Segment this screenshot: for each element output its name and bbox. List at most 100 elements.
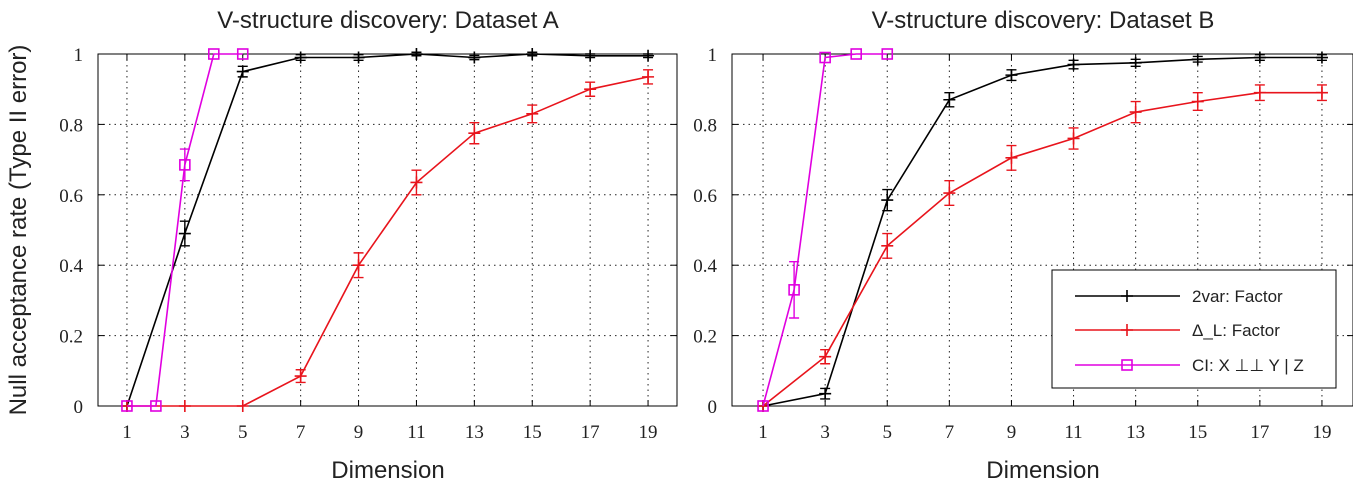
x-tick-label: 15: [1188, 422, 1207, 443]
data-point: [208, 48, 220, 60]
data-point: [881, 239, 894, 252]
y-tick-label: 1: [74, 45, 84, 66]
x-tick-label: 19: [1312, 422, 1331, 443]
error-bar: [789, 260, 800, 319]
x-tick-label: 17: [1250, 422, 1269, 443]
data-point: [410, 176, 423, 189]
data-point: [819, 387, 832, 400]
series-square: [121, 48, 249, 412]
x-tick-label: 11: [407, 422, 425, 443]
series-plus: [757, 51, 1328, 412]
data-point: [1005, 69, 1018, 82]
data-point: [236, 65, 249, 78]
y-tick-label: 0.6: [59, 186, 83, 207]
chart-panel-a: V-structure discovery: Dataset A Dimensi…: [59, 7, 678, 482]
data-point: [1253, 51, 1266, 64]
data-point: [526, 107, 539, 120]
y-tick-label: 1: [708, 45, 718, 66]
x-axis-label: Dimension: [986, 457, 1099, 482]
x-axis-label: Dimension: [331, 457, 444, 482]
plot-frame: [97, 53, 678, 407]
series-square: [757, 48, 894, 412]
x-tick-label: 11: [1064, 422, 1082, 443]
data-point: [757, 400, 769, 412]
legend-box: [1051, 269, 1337, 389]
series-line: [762, 91, 1322, 407]
data-point: [1129, 56, 1142, 69]
data-point: [236, 400, 249, 412]
x-tick-label: 15: [523, 422, 542, 443]
x-tick-label: 7: [945, 422, 955, 443]
data-point: [1253, 86, 1266, 99]
series-line: [762, 53, 888, 407]
data-point: [881, 48, 894, 60]
x-tick-label: 1: [122, 422, 132, 443]
y-tick-label: 0.8: [59, 115, 83, 136]
x-tick-label: 3: [180, 422, 190, 443]
x-tick-label: 5: [883, 422, 893, 443]
data-point: [352, 259, 365, 272]
series-plus: [120, 69, 655, 412]
x-tick-label: 13: [1126, 422, 1145, 443]
series-line: [126, 53, 648, 407]
data-point: [642, 70, 655, 83]
data-point: [236, 48, 249, 60]
data-point: [468, 51, 481, 64]
legend-label-2var: 2var: Factor: [1192, 287, 1283, 306]
y-tick-label: 0.6: [693, 186, 717, 207]
x-tick-label: 5: [238, 422, 248, 443]
y-tick-label: 0.2: [59, 327, 83, 348]
data-point: [819, 51, 831, 64]
legend-marker: [1121, 359, 1133, 371]
x-tick-label: 1: [758, 422, 768, 443]
y-tick-label: 0.4: [693, 256, 717, 277]
y-tick-label: 0: [74, 397, 84, 418]
data-point: [1315, 51, 1328, 64]
data-point: [1191, 95, 1204, 108]
legend-marker: [1121, 290, 1133, 302]
data-point: [1191, 53, 1204, 66]
x-tick-label: 3: [820, 422, 830, 443]
data-point: [1067, 132, 1080, 145]
data-point: [468, 127, 481, 140]
legend-item: Δ_L: Factor: [1075, 321, 1280, 340]
chart-title: V-structure discovery: Dataset A: [217, 7, 558, 34]
legend: 2var: Factor Δ_L: Factor CI: X ⊥⊥ Y | Z: [1051, 269, 1337, 389]
y-axis-label: Null acceptance rate (Type II error): [5, 45, 32, 416]
data-point: [642, 49, 655, 62]
y-tick-label: 0.8: [693, 115, 717, 136]
y-tick-label: 0.2: [693, 327, 717, 348]
data-point: [1315, 86, 1328, 99]
data-point: [178, 400, 191, 412]
data-point: [179, 159, 191, 171]
data-point: [121, 400, 133, 412]
series-line: [762, 56, 1322, 407]
data-point: [178, 227, 191, 240]
data-point: [294, 370, 307, 383]
legend-label-ci: CI: X ⊥⊥ Y | Z: [1192, 356, 1304, 375]
x-tick-label: 13: [465, 422, 484, 443]
series-line: [127, 76, 649, 407]
x-tick-label: 17: [581, 422, 600, 443]
x-tick-label: 9: [354, 422, 364, 443]
data-point: [1067, 58, 1080, 71]
legend-item: CI: X ⊥⊥ Y | Z: [1075, 356, 1304, 375]
data-point: [294, 51, 307, 64]
legend-label-delta: Δ_L: Factor: [1192, 321, 1280, 340]
plot-frame: [731, 53, 1353, 407]
data-point: [526, 48, 539, 60]
data-point: [584, 83, 597, 96]
y-tick-label: 0.4: [59, 256, 83, 277]
data-point: [584, 49, 597, 62]
data-point: [943, 187, 956, 200]
series-plus: [757, 84, 1328, 412]
y-tick-label: 0: [708, 397, 718, 418]
data-point: [410, 48, 423, 60]
data-point: [943, 93, 956, 106]
data-point: [788, 284, 800, 296]
data-point: [819, 350, 832, 363]
data-point: [850, 48, 863, 60]
x-tick-label: 19: [639, 422, 658, 443]
x-tick-label: 7: [296, 422, 306, 443]
